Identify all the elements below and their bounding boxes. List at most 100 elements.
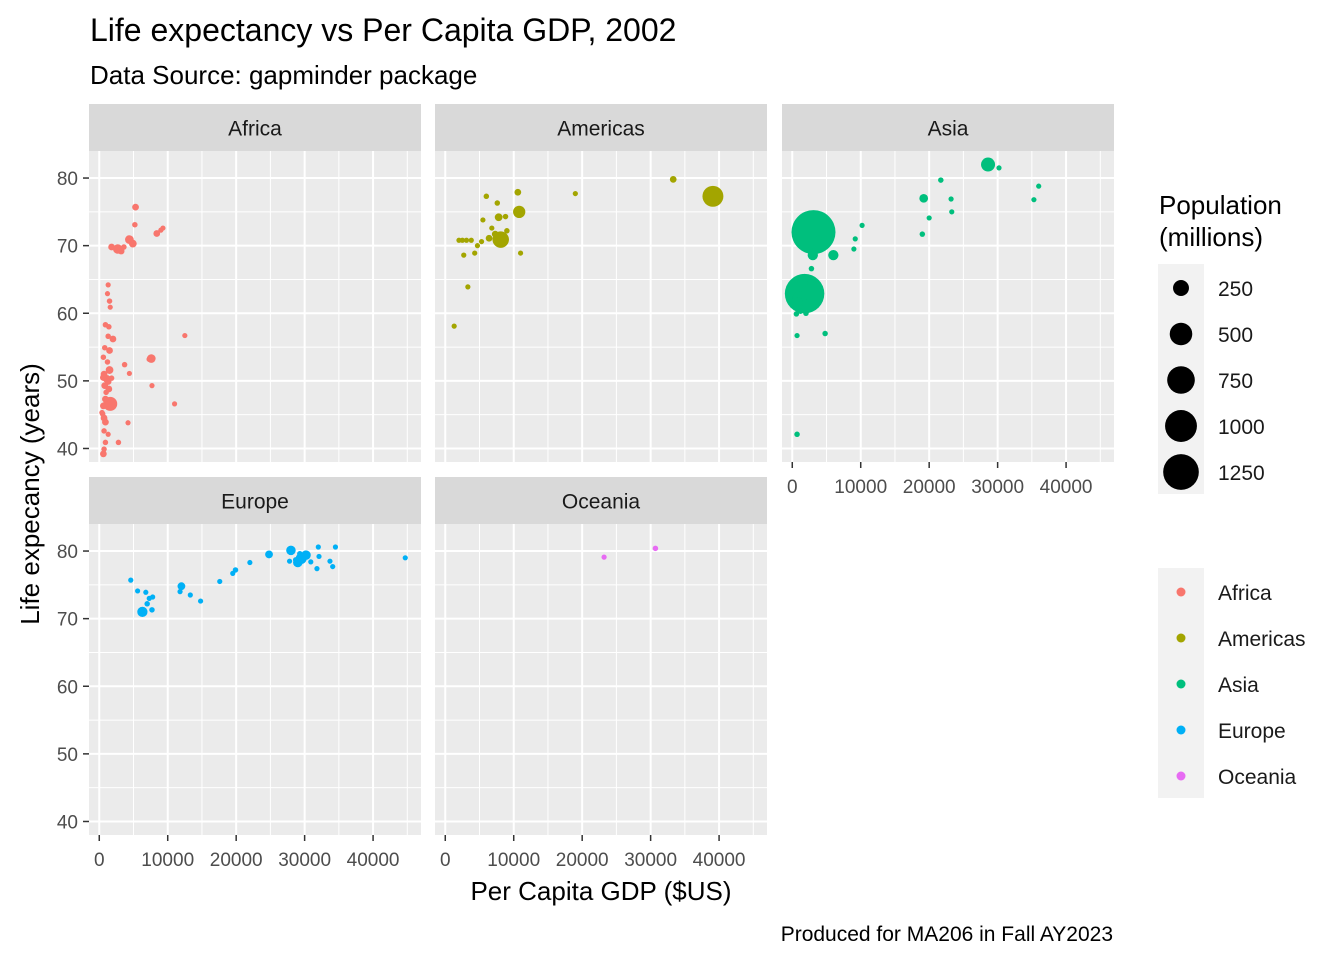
data-point bbox=[919, 193, 929, 203]
data-point bbox=[100, 402, 107, 410]
color-legend-key-africa bbox=[1176, 587, 1186, 597]
size-legend-key bbox=[1169, 322, 1193, 346]
data-point bbox=[919, 231, 926, 237]
data-point bbox=[103, 389, 109, 396]
series-oceania bbox=[601, 545, 659, 560]
data-point bbox=[461, 252, 467, 258]
data-point bbox=[115, 439, 122, 446]
data-point bbox=[104, 359, 111, 365]
data-point bbox=[301, 550, 311, 560]
y-tick-label: 50 bbox=[57, 372, 78, 393]
size-legend-label: 750 bbox=[1218, 370, 1253, 393]
data-point bbox=[217, 578, 223, 585]
x-tick-label: 10000 bbox=[834, 477, 887, 498]
data-point bbox=[144, 601, 150, 607]
panel-oceania: Oceania 0 10000 20000 30000 40000 bbox=[435, 477, 767, 871]
data-point bbox=[104, 291, 111, 297]
data-point bbox=[330, 563, 336, 570]
data-point bbox=[794, 332, 800, 339]
data-point bbox=[859, 222, 865, 228]
facet-strip bbox=[782, 104, 1114, 151]
x-tick-label: 30000 bbox=[971, 477, 1024, 498]
data-point bbox=[121, 361, 128, 368]
data-point bbox=[702, 185, 724, 207]
data-point bbox=[474, 243, 481, 249]
data-point bbox=[791, 210, 836, 255]
y-tick-label: 50 bbox=[57, 745, 78, 766]
data-point bbox=[572, 190, 578, 197]
data-point bbox=[822, 330, 828, 337]
data-point bbox=[286, 545, 296, 556]
data-point bbox=[480, 217, 486, 223]
data-point bbox=[803, 310, 809, 317]
data-point bbox=[465, 284, 471, 290]
data-point bbox=[146, 356, 152, 362]
data-point bbox=[128, 239, 137, 248]
series-asia bbox=[784, 157, 1042, 438]
size-legend-title: (millions) bbox=[1159, 222, 1263, 252]
data-point bbox=[949, 209, 955, 215]
panel-asia: Asia 0 10000 20000 30000 40000 bbox=[782, 104, 1114, 498]
data-point bbox=[485, 234, 493, 242]
data-point bbox=[247, 559, 253, 566]
data-point bbox=[494, 213, 503, 222]
x-tick-label: 40000 bbox=[347, 850, 400, 871]
panel-background bbox=[89, 524, 421, 835]
data-point bbox=[99, 409, 105, 416]
data-point bbox=[292, 557, 299, 563]
panel-background bbox=[782, 151, 1114, 462]
facet-strip bbox=[435, 477, 767, 524]
data-point bbox=[102, 322, 109, 328]
data-point bbox=[108, 243, 115, 251]
data-point bbox=[504, 228, 510, 234]
data-point bbox=[149, 383, 155, 389]
x-tick-label: 10000 bbox=[487, 850, 540, 871]
data-point bbox=[102, 395, 109, 403]
size-legend-title: Population bbox=[1159, 190, 1282, 220]
data-point bbox=[502, 213, 509, 220]
chart-caption: Produced for MA206 in Fall AY2023 bbox=[781, 923, 1113, 946]
panel-americas: Americas bbox=[435, 104, 767, 462]
data-point bbox=[171, 401, 178, 407]
color-legend: Africa Americas Asia Europe Oceania bbox=[1158, 568, 1306, 798]
data-point bbox=[938, 177, 944, 183]
data-point bbox=[402, 555, 408, 561]
data-point bbox=[106, 347, 113, 354]
data-point bbox=[794, 297, 803, 307]
data-point bbox=[100, 354, 107, 360]
data-point bbox=[316, 553, 322, 560]
data-point bbox=[808, 265, 815, 272]
y-tick-label: 80 bbox=[57, 169, 78, 190]
data-point bbox=[468, 237, 474, 243]
data-point bbox=[102, 418, 109, 426]
facet-label-africa: Africa bbox=[228, 118, 282, 141]
data-point bbox=[1036, 183, 1042, 189]
data-point bbox=[652, 545, 659, 552]
data-point bbox=[107, 304, 113, 310]
panel-background bbox=[89, 151, 421, 462]
color-legend-label: Americas bbox=[1218, 628, 1306, 651]
data-point bbox=[513, 205, 526, 218]
data-point bbox=[102, 439, 109, 446]
data-point bbox=[327, 558, 333, 564]
size-legend-label: 1000 bbox=[1218, 416, 1265, 439]
data-point bbox=[851, 246, 857, 252]
data-point bbox=[100, 450, 107, 458]
data-point bbox=[332, 544, 339, 550]
data-point bbox=[517, 250, 524, 256]
y-tick-label: 70 bbox=[57, 610, 78, 631]
data-point bbox=[996, 165, 1002, 171]
data-point bbox=[125, 420, 131, 426]
x-tick-label: 10000 bbox=[141, 850, 194, 871]
facet-strip bbox=[89, 104, 421, 151]
data-point bbox=[177, 582, 186, 591]
data-point bbox=[105, 333, 111, 339]
data-point bbox=[101, 446, 107, 452]
data-point bbox=[197, 598, 204, 604]
y-tick-label: 60 bbox=[57, 304, 78, 325]
x-tick-label: 40000 bbox=[693, 850, 746, 871]
x-tick-label: 30000 bbox=[624, 850, 677, 871]
data-point bbox=[105, 431, 111, 437]
data-point bbox=[153, 230, 161, 237]
